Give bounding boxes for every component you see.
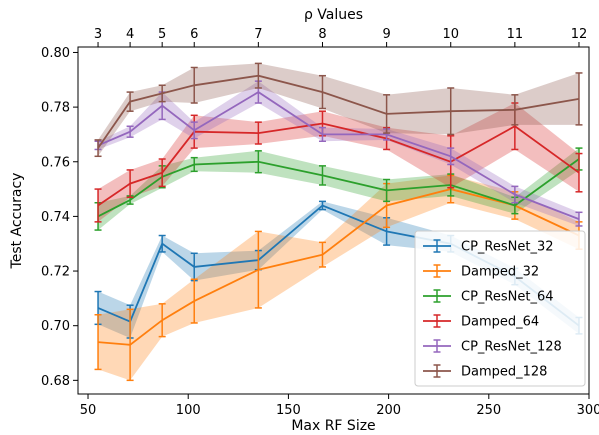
errorbar-series-5-point-3 — [190, 66, 198, 104]
top-tick-label-1: 4 — [126, 27, 134, 42]
x-tick-label-4: 250 — [476, 403, 501, 418]
errorbar-series-1-point-2 — [158, 303, 166, 338]
errorbar-series-4-point-5 — [318, 126, 326, 143]
errorbar-series-0-point-2 — [158, 234, 166, 253]
errorbar-series-2-point-6 — [383, 178, 391, 203]
legend-label-0: CP_ResNet_32 — [461, 240, 554, 255]
top-tick-label-8: 11 — [507, 27, 524, 42]
legend-entry-3: Damped_64 — [423, 314, 539, 330]
errorbar-series-4-point-1 — [126, 125, 134, 138]
line-series-3 — [97, 122, 580, 207]
x-axis-label: Max RF Size — [291, 418, 375, 434]
errorbar-series-4-point-8 — [511, 185, 519, 204]
errorbar-series-3-point-4 — [254, 121, 262, 145]
x-tick-label-0: 50 — [80, 403, 97, 418]
errorbar-series-3-point-2 — [158, 158, 166, 188]
errorbar-series-2-point-4 — [254, 150, 262, 174]
line-series-5 — [97, 74, 580, 149]
top-axis-label: ρ Values — [304, 7, 363, 23]
x-tick-label-1: 100 — [176, 403, 201, 418]
errorbar-series-5-point-0 — [94, 139, 102, 158]
top-tick-label-4: 7 — [254, 27, 262, 42]
errorbar-series-1-point-4 — [254, 230, 262, 309]
errorbar-series-5-point-6 — [383, 94, 391, 134]
top-tick-label-6: 9 — [382, 27, 390, 42]
x-tick-label-5: 300 — [577, 403, 599, 418]
errorbar-series-5-point-8 — [511, 94, 519, 126]
legend-label-1: Damped_32 — [461, 265, 539, 280]
errorbar-series-3-point-9 — [575, 152, 583, 193]
top-tick-label-3: 6 — [190, 27, 198, 42]
errorbar-series-4-point-3 — [190, 121, 198, 140]
line-series-1 — [97, 188, 580, 346]
legend-label-3: Damped_64 — [461, 315, 539, 330]
y-tick-label-6: 0.80 — [41, 46, 70, 61]
line-series-4 — [97, 91, 580, 220]
top-tick-label-5: 8 — [318, 27, 326, 42]
y-tick-label-3: 0.74 — [41, 210, 70, 225]
legend-entry-4: CP_ResNet_128 — [423, 339, 562, 355]
band-series-4 — [98, 81, 579, 226]
y-tick-label-5: 0.78 — [41, 101, 70, 116]
legend: CP_ResNet_32 Damped_32 CP_ResNet_64 Damped_… — [414, 230, 586, 387]
legend-label-5: Damped_128 — [461, 365, 547, 380]
top-tick-label-0: 3 — [94, 27, 102, 42]
legend-entry-5: Damped_128 — [423, 364, 547, 380]
errorbar-series-5-point-7 — [447, 87, 455, 136]
legend-entry-0: CP_ResNet_32 — [423, 239, 554, 255]
series-5 — [94, 62, 583, 158]
y-tick-label-0: 0.68 — [41, 374, 70, 389]
top-tick-label-7: 10 — [442, 27, 459, 42]
errorbar-series-3-point-0 — [94, 188, 102, 223]
errorbar-series-5-point-1 — [126, 91, 134, 112]
errorbar-series-5-point-9 — [575, 72, 583, 126]
errorbar-series-4-point-7 — [447, 147, 455, 166]
y-tick-label-1: 0.70 — [41, 319, 70, 334]
band-series-5 — [98, 63, 579, 157]
series-3 — [94, 102, 583, 223]
x-axis: 50 100 150 200 250 300 — [80, 394, 599, 418]
errorbar-series-5-point-4 — [254, 62, 262, 89]
errorbar-series-2-point-5 — [318, 165, 326, 186]
legend-entry-1: Damped_32 — [423, 264, 539, 280]
errorbar-series-1-point-1 — [126, 308, 134, 382]
errorbar-series-5-point-5 — [318, 74, 326, 110]
band-series-2 — [98, 148, 579, 231]
series-lines — [94, 62, 583, 382]
y-tick-label-2: 0.72 — [41, 265, 70, 280]
errorbar-series-1-point-3 — [190, 278, 198, 324]
top-tick-label-2: 5 — [158, 27, 166, 42]
top-tick-label-9: 12 — [571, 27, 588, 42]
legend-label-2: CP_ResNet_64 — [461, 290, 554, 305]
errorbar-series-0-point-5 — [318, 200, 326, 211]
y-tick-label-4: 0.76 — [41, 155, 70, 170]
top-axis: 3 4 5 6 7 8 9 10 11 12 — [94, 27, 587, 47]
errorbar-series-2-point-3 — [190, 156, 198, 173]
errorbar-series-4-point-9 — [575, 211, 583, 227]
errorbar-series-1-point-5 — [318, 241, 326, 268]
x-tick-label-2: 150 — [276, 403, 301, 418]
x-tick-label-3: 200 — [376, 403, 401, 418]
legend-box — [414, 230, 586, 387]
errorbar-series-5-point-2 — [158, 84, 166, 103]
plot-frame — [77, 46, 590, 395]
line-series-2 — [97, 158, 580, 218]
errorbar-series-1-point-0 — [94, 314, 102, 371]
y-axis-label: Test Accuracy — [9, 173, 25, 270]
errorbar-series-3-point-1 — [126, 169, 134, 199]
legend-label-4: CP_ResNet_128 — [461, 340, 562, 355]
legend-entry-2: CP_ResNet_64 — [423, 289, 554, 305]
y-axis: 0.68 0.70 0.72 0.74 0.76 0.78 0.80 — [41, 46, 78, 389]
